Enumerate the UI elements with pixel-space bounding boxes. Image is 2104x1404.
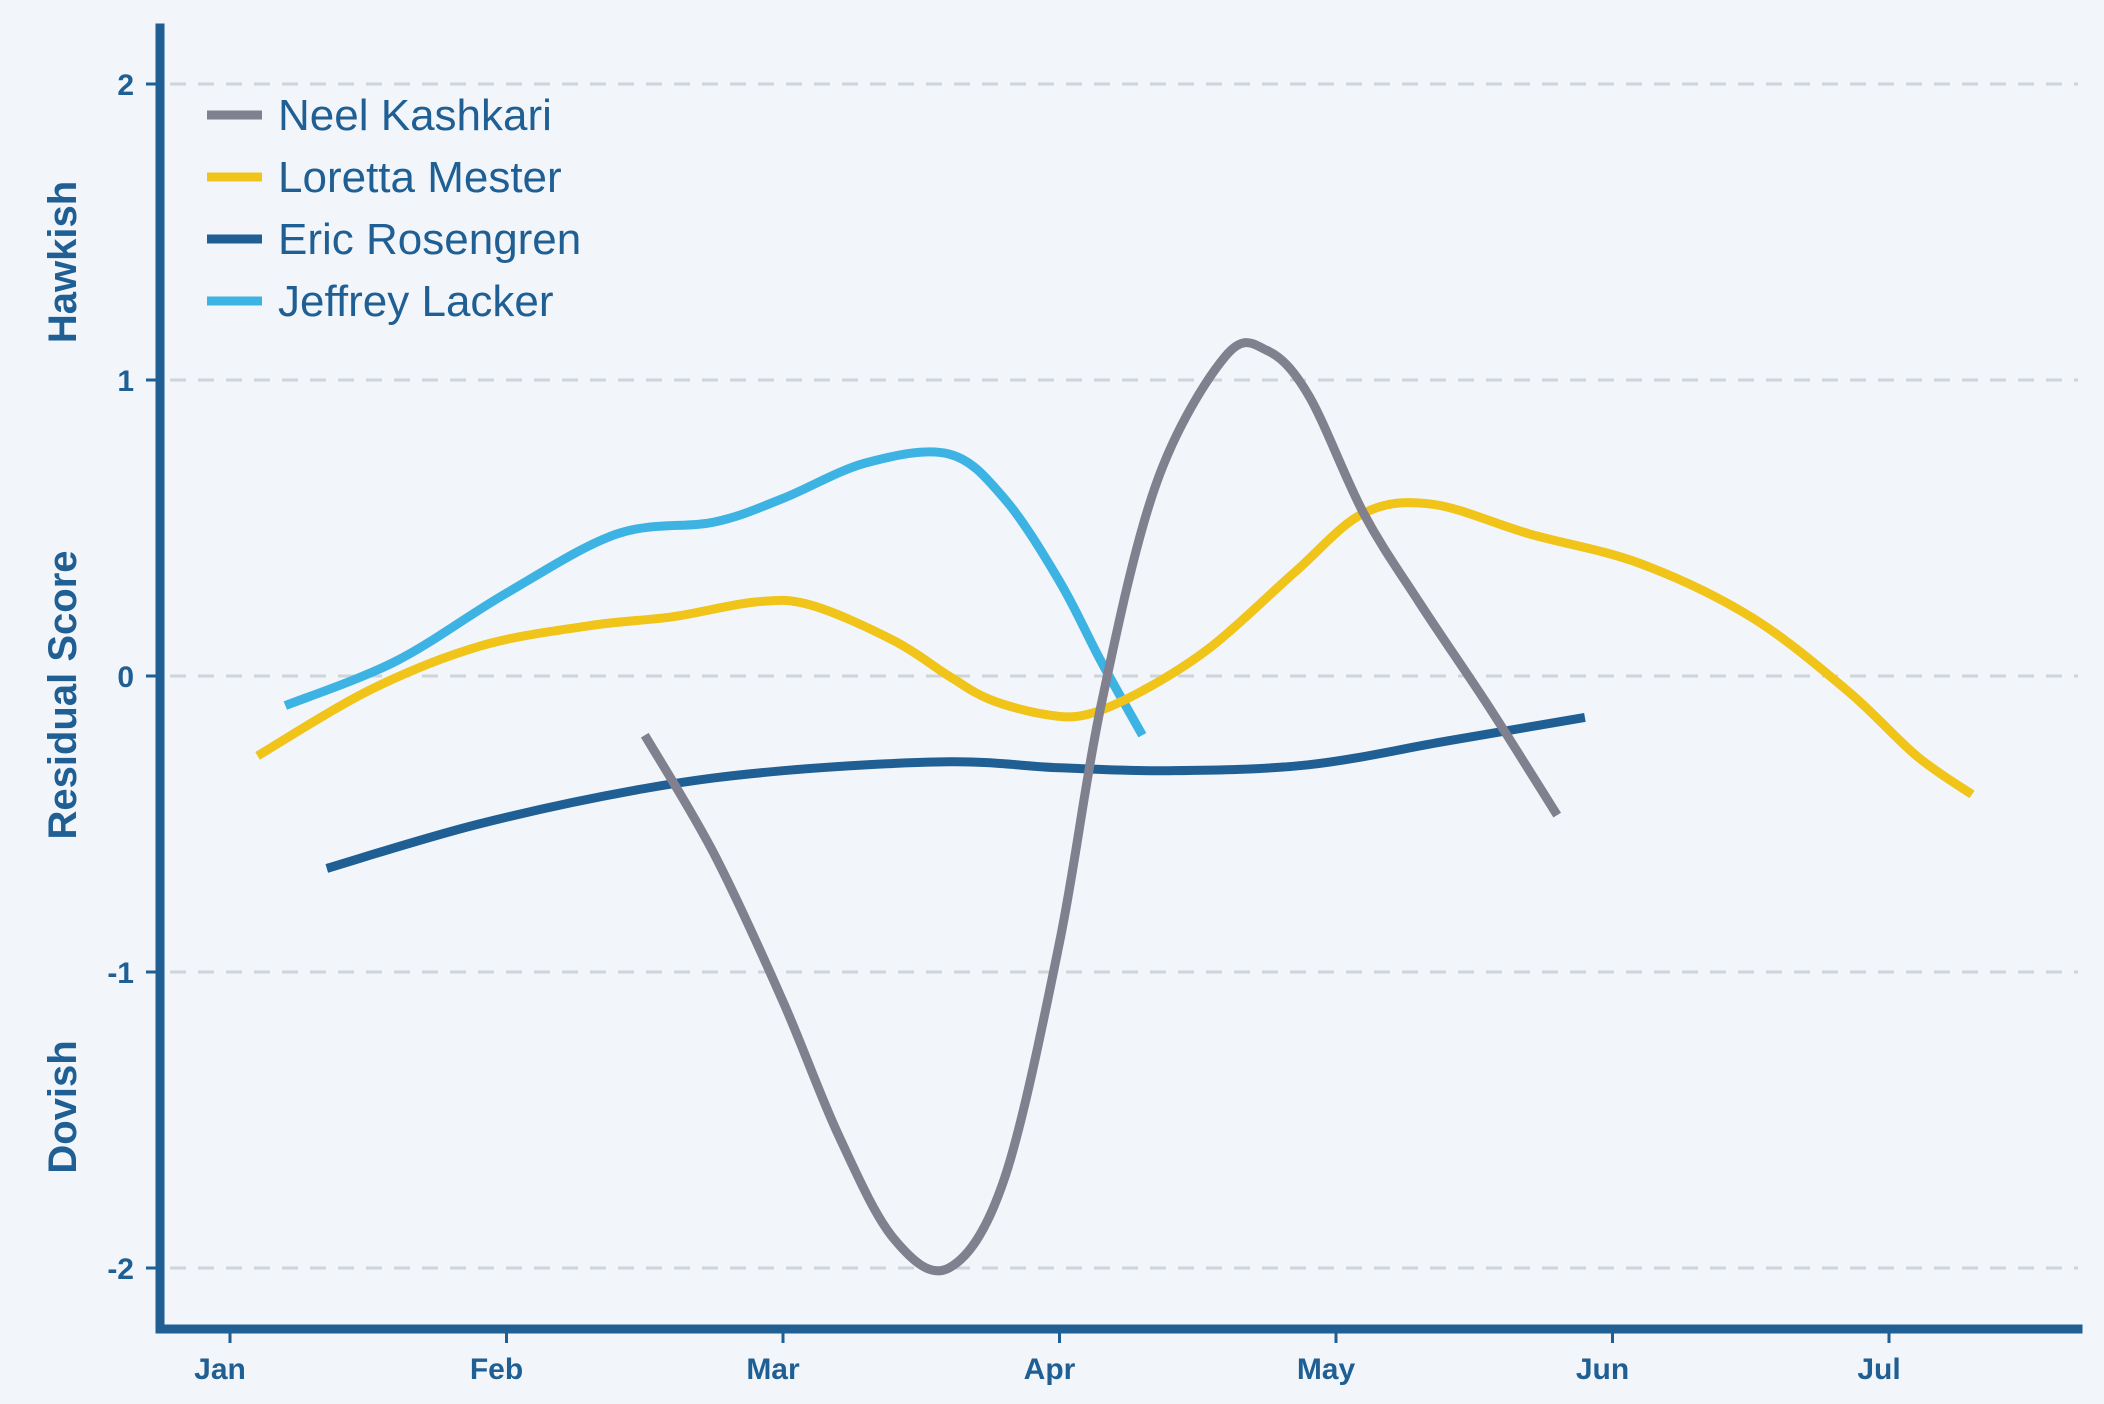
- y-tick-label: 2: [117, 69, 134, 102]
- x-axis-ticks: Jan Feb Mar Apr May Jun Jul: [194, 1329, 1901, 1386]
- grid-lines: [170, 82, 2078, 1270]
- y-tick-label: -2: [107, 1253, 134, 1286]
- y-axis-ticks: 2 1 0 -1 -2: [107, 69, 160, 1286]
- series-line-eric-rosengren: [325, 712, 1586, 873]
- axis-lines: [155, 23, 2083, 1334]
- series-line-neel-kashkari: [640, 338, 1562, 1276]
- plot-area: [255, 338, 1975, 1276]
- x-tick-label: Jun: [1576, 1353, 1629, 1386]
- series-line-loretta-mester: [255, 498, 1975, 799]
- hawkish-label: Hawkish: [41, 181, 85, 343]
- legend-label-loretta-mester: Loretta Mester: [278, 153, 562, 202]
- y-tick-label: 1: [117, 365, 134, 398]
- x-tick-label: Apr: [1024, 1353, 1076, 1386]
- legend-label-jeffrey-lacker: Jeffrey Lacker: [278, 277, 554, 326]
- legend: Neel Kashkari Loretta Mester Eric Rosengre…: [207, 91, 581, 326]
- x-tick-label: Feb: [470, 1353, 523, 1386]
- axes: [155, 23, 2083, 1334]
- dovish-label: Dovish: [41, 1040, 85, 1173]
- x-tick-label: Jan: [194, 1353, 246, 1386]
- legend-label-neel-kashkari: Neel Kashkari: [278, 91, 552, 140]
- x-tick-label: Jul: [1857, 1353, 1900, 1386]
- y-tick-label: -1: [107, 957, 134, 990]
- y-axis-title: Residual Score: [41, 550, 85, 839]
- legend-label-eric-rosengren: Eric Rosengren: [278, 215, 581, 264]
- y-tick-label: 0: [117, 661, 134, 694]
- series-line-jeffrey-lacker: [283, 447, 1147, 738]
- x-tick-label: May: [1297, 1353, 1356, 1386]
- x-tick-label: Mar: [746, 1353, 800, 1386]
